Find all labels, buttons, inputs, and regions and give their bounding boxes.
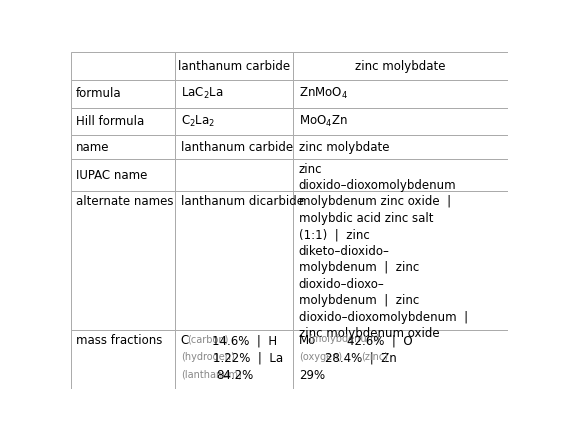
Text: 42.6%  |  O: 42.6% | O — [347, 334, 412, 347]
Text: lanthanum dicarbide: lanthanum dicarbide — [180, 195, 303, 208]
Text: MoO$_4$Zn: MoO$_4$Zn — [299, 114, 347, 129]
Bar — [175, 52, 293, 80]
Bar — [175, 108, 293, 135]
Text: (zinc): (zinc) — [361, 352, 388, 361]
Text: zinc
dioxido–dioxomolybdenum: zinc dioxido–dioxomolybdenum — [299, 163, 456, 192]
Bar — [70, 330, 175, 389]
Text: zinc molybdate: zinc molybdate — [355, 60, 446, 73]
Text: lanthanum carbide: lanthanum carbide — [180, 141, 293, 154]
Text: molybdenum zinc oxide  |
molybdic acid zinc salt
(1:1)  |  zinc
diketo–dioxido–
: molybdenum zinc oxide | molybdic acid zi… — [299, 195, 468, 340]
Bar — [293, 160, 508, 191]
Bar — [70, 80, 175, 108]
Bar — [70, 160, 175, 191]
Text: IUPAC name: IUPAC name — [76, 169, 147, 182]
Bar — [293, 135, 508, 160]
Bar — [293, 330, 508, 389]
Text: name: name — [76, 141, 109, 154]
Text: C$_2$La$_2$: C$_2$La$_2$ — [180, 114, 215, 129]
Bar — [175, 160, 293, 191]
Text: (molybdenum): (molybdenum) — [309, 334, 380, 344]
Text: 84.2%: 84.2% — [217, 369, 254, 382]
Bar — [293, 80, 508, 108]
Bar — [175, 80, 293, 108]
Text: 14.6%  |  H: 14.6% | H — [212, 334, 277, 347]
Bar — [175, 330, 293, 389]
Text: mass fractions: mass fractions — [76, 334, 162, 347]
Text: (oxygen): (oxygen) — [299, 352, 342, 361]
Bar — [70, 135, 175, 160]
Text: alternate names: alternate names — [76, 195, 173, 208]
Text: (hydrogen): (hydrogen) — [180, 352, 235, 361]
Text: Hill formula: Hill formula — [76, 115, 144, 128]
Bar — [293, 108, 508, 135]
Text: lanthanum carbide: lanthanum carbide — [178, 60, 290, 73]
Text: Mo: Mo — [299, 334, 316, 347]
Text: 28.4%  |  Zn: 28.4% | Zn — [325, 352, 396, 364]
Bar — [175, 135, 293, 160]
Text: (carbon): (carbon) — [187, 334, 228, 344]
Text: LaC$_2$La: LaC$_2$La — [180, 86, 223, 101]
Text: 1.22%  |  La: 1.22% | La — [213, 352, 283, 364]
Text: ZnMoO$_4$: ZnMoO$_4$ — [299, 86, 347, 101]
Text: formula: formula — [76, 87, 121, 101]
Bar — [70, 191, 175, 330]
Bar — [70, 52, 175, 80]
Text: zinc molybdate: zinc molybdate — [299, 141, 389, 154]
Text: 29%: 29% — [299, 369, 325, 382]
Bar — [175, 191, 293, 330]
Bar — [293, 191, 508, 330]
Text: (lanthanum): (lanthanum) — [180, 369, 241, 379]
Bar — [293, 52, 508, 80]
Text: C: C — [180, 334, 189, 347]
Bar — [70, 108, 175, 135]
